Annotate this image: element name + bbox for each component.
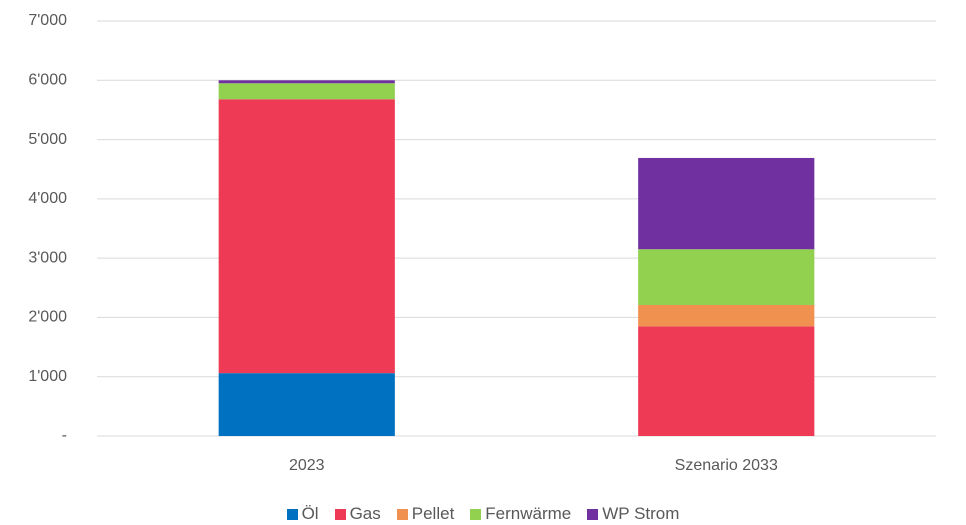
legend-label: Gas xyxy=(349,504,381,523)
legend-swatch xyxy=(470,508,482,520)
y-tick-label: 1'000 xyxy=(28,368,67,385)
y-tick-label: 4'000 xyxy=(28,190,67,207)
legend-label: Öl xyxy=(301,504,319,523)
legend-swatch xyxy=(334,508,346,520)
bar-segment xyxy=(638,249,815,305)
y-tick-label: 2'000 xyxy=(28,309,67,326)
y-tick-label: 3'000 xyxy=(28,249,67,266)
legend-swatch xyxy=(286,508,298,520)
legend-label: Pellet xyxy=(411,504,455,523)
y-tick-label: 7'000 xyxy=(28,12,67,29)
bar-segment xyxy=(218,99,395,374)
legend-item: WP Strom xyxy=(587,504,679,524)
legend-item: Fernwärme xyxy=(470,504,571,524)
x-tick-label: Szenario 2033 xyxy=(675,457,778,474)
y-tick-label: 6'000 xyxy=(28,72,67,89)
y-tick-label: 5'000 xyxy=(28,131,67,148)
x-tick-label: 2023 xyxy=(289,457,325,474)
bar-segment xyxy=(218,373,395,436)
legend: Öl Gas Pellet Fernwärme WP Strom xyxy=(0,503,966,525)
legend-item: Gas xyxy=(334,504,381,524)
chart: - 1'000 2'000 3'000 4'000 5'000 6'000 7'000 2023… xyxy=(28,12,936,474)
bar-segment xyxy=(638,326,815,436)
bar-segment xyxy=(218,83,395,100)
bar-segment xyxy=(638,157,815,250)
legend-label: Fernwärme xyxy=(485,504,572,523)
legend-swatch xyxy=(396,508,408,520)
legend-label: WP Strom xyxy=(602,504,680,523)
legend-swatch xyxy=(587,508,599,520)
legend-item: Pellet xyxy=(396,504,455,524)
bar-segment xyxy=(218,80,395,84)
bar-segment xyxy=(638,304,815,327)
legend-item: Öl xyxy=(286,504,319,524)
y-tick-label: - xyxy=(62,427,67,444)
